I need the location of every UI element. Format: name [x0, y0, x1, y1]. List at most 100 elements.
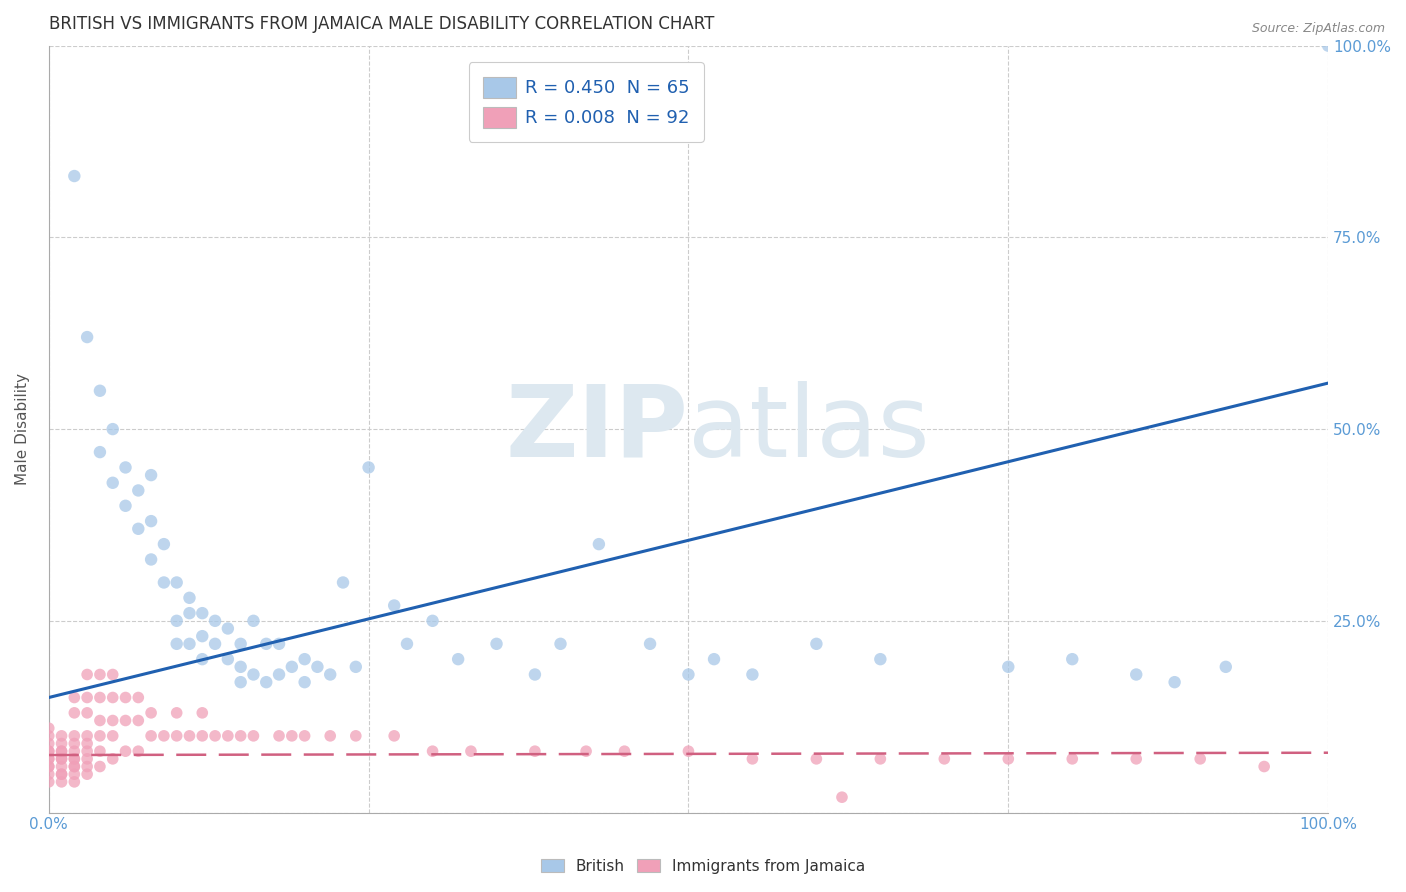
Point [127, 744, 149, 758]
Point [38, 737, 60, 751]
Point [191, 729, 214, 743]
Point [63, 729, 86, 743]
Point [703, 652, 725, 666]
Point [166, 575, 188, 590]
Point [51, 744, 73, 758]
Point [89, 759, 111, 773]
Point [139, 729, 162, 743]
Point [38, 752, 60, 766]
Point [382, 599, 405, 613]
Point [51, 752, 73, 766]
Point [267, 637, 290, 651]
Point [281, 729, 304, 743]
Point [63, 752, 86, 766]
Point [76, 737, 98, 751]
Point [191, 652, 214, 666]
Point [139, 552, 162, 566]
Text: Source: ZipAtlas.com: Source: ZipAtlas.com [1251, 22, 1385, 36]
Point [51, 775, 73, 789]
Point [806, 637, 828, 651]
Point [101, 714, 124, 728]
Point [307, 660, 329, 674]
Point [63, 759, 86, 773]
Point [89, 445, 111, 459]
Point [127, 483, 149, 498]
Point [101, 752, 124, 766]
Point [38, 767, 60, 781]
Point [1215, 660, 1237, 674]
Point [460, 744, 482, 758]
Point [63, 737, 86, 751]
Point [101, 422, 124, 436]
Point [139, 706, 162, 720]
Point [51, 737, 73, 751]
Point [204, 614, 226, 628]
Point [869, 752, 891, 766]
Point [63, 169, 86, 183]
Point [422, 744, 444, 758]
Point [678, 667, 700, 681]
Point [153, 575, 176, 590]
Point [101, 729, 124, 743]
Point [166, 729, 188, 743]
Point [38, 729, 60, 743]
Point [254, 637, 277, 651]
Point [38, 744, 60, 758]
Point [76, 729, 98, 743]
Point [127, 714, 149, 728]
Point [229, 675, 252, 690]
Point [294, 652, 316, 666]
Point [179, 637, 201, 651]
Point [166, 706, 188, 720]
Point [127, 690, 149, 705]
Point [139, 468, 162, 483]
Point [229, 660, 252, 674]
Point [217, 729, 239, 743]
Point [422, 614, 444, 628]
Point [1062, 752, 1084, 766]
Point [114, 460, 136, 475]
Point [242, 729, 264, 743]
Point [575, 744, 598, 758]
Point [179, 606, 201, 620]
Point [38, 721, 60, 735]
Point [523, 667, 546, 681]
Point [76, 706, 98, 720]
Point [191, 706, 214, 720]
Point [101, 690, 124, 705]
Point [741, 667, 763, 681]
Point [38, 744, 60, 758]
Point [997, 752, 1019, 766]
Point [332, 575, 354, 590]
Point [485, 637, 508, 651]
Point [166, 637, 188, 651]
Legend: British, Immigrants from Jamaica: British, Immigrants from Jamaica [534, 853, 872, 880]
Point [76, 767, 98, 781]
Point [153, 729, 176, 743]
Point [242, 614, 264, 628]
Point [831, 790, 853, 805]
Point [179, 729, 201, 743]
Point [114, 714, 136, 728]
Point [997, 660, 1019, 674]
Point [127, 522, 149, 536]
Point [741, 752, 763, 766]
Point [1125, 752, 1147, 766]
Point [89, 384, 111, 398]
Point [254, 675, 277, 690]
Point [76, 752, 98, 766]
Point [229, 729, 252, 743]
Point [63, 775, 86, 789]
Point [523, 744, 546, 758]
Point [63, 706, 86, 720]
Point [1125, 667, 1147, 681]
Text: BRITISH VS IMMIGRANTS FROM JAMAICA MALE DISABILITY CORRELATION CHART: BRITISH VS IMMIGRANTS FROM JAMAICA MALE … [49, 15, 714, 33]
Point [395, 637, 418, 651]
Point [76, 744, 98, 758]
Point [51, 767, 73, 781]
Point [191, 629, 214, 643]
Point [1163, 675, 1185, 690]
Point [267, 729, 290, 743]
Point [114, 499, 136, 513]
Point [179, 591, 201, 605]
